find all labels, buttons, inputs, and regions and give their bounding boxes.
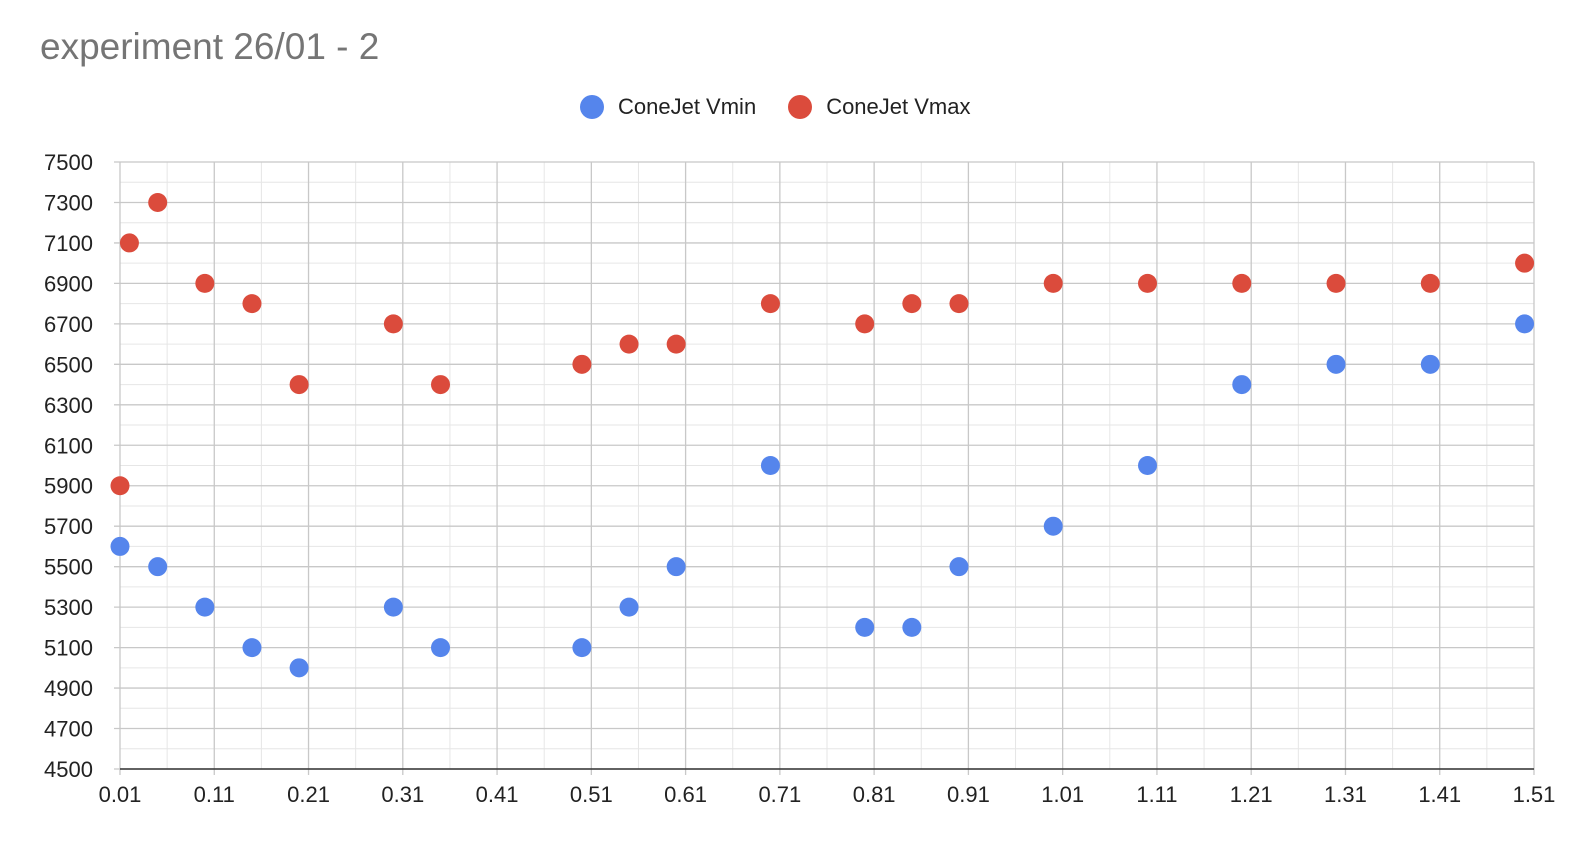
data-point-vmax (431, 375, 451, 395)
y-tick-label: 5700 (44, 514, 93, 539)
data-point-vmax (666, 334, 686, 354)
y-tick-label: 5300 (44, 595, 93, 620)
data-point-vmin (1138, 456, 1158, 475)
legend-swatch-vmax (788, 95, 813, 119)
x-tick-label: 0.51 (570, 782, 613, 807)
series-vmin (110, 314, 1535, 678)
y-tick-label: 4700 (44, 717, 93, 742)
data-point-vmax (1232, 273, 1252, 293)
data-point-vmax (855, 314, 875, 334)
data-point-vmax (760, 294, 780, 314)
data-point-vmin (1043, 516, 1063, 536)
data-point-vmin (619, 597, 639, 617)
y-tick-label: 5900 (44, 474, 93, 499)
data-point-vmax (195, 273, 215, 293)
y-tick-label: 4500 (44, 757, 93, 782)
y-tick-label: 6300 (44, 393, 93, 418)
data-point-vmax (242, 294, 262, 314)
data-point-vmax (383, 314, 403, 334)
legend-item-vmax[interactable]: ConeJet Vmax (788, 94, 970, 120)
x-tick-label: 1.01 (1041, 782, 1084, 807)
x-tick-label: 1.21 (1230, 782, 1273, 807)
x-tick-label: 0.81 (853, 782, 896, 807)
legend-swatch-vmin (580, 95, 604, 119)
y-tick-label: 4900 (44, 676, 93, 701)
legend-label-vmin: ConeJet Vmin (618, 94, 757, 119)
x-tick-label: 1.41 (1418, 782, 1461, 807)
x-tick-label: 0.91 (947, 782, 990, 807)
chart-title: experiment 26/01 - 2 (40, 26, 380, 67)
data-point-vmax (148, 192, 168, 212)
data-point-vmin (949, 557, 969, 577)
data-point-vmin (242, 638, 262, 658)
data-point-vmin (195, 597, 215, 617)
data-point-vmin (431, 638, 451, 658)
data-point-vmin (855, 617, 875, 637)
data-point-vmin (760, 456, 780, 475)
x-tick-label: 1.31 (1324, 782, 1367, 807)
data-point-vmax (1326, 273, 1346, 293)
x-tick-label: 0.61 (664, 782, 707, 807)
y-tick-label: 6500 (44, 352, 93, 377)
x-tick-label: 0.11 (194, 782, 235, 807)
data-point-vmin (1515, 314, 1535, 334)
data-point-vmax (572, 354, 592, 374)
y-tick-label: 6100 (44, 433, 93, 458)
data-point-vmax (1420, 273, 1440, 293)
legend-label-vmax: ConeJet Vmax (826, 94, 971, 119)
data-point-vmax (1515, 253, 1535, 273)
data-point-vmin (902, 617, 922, 637)
data-point-vmax (619, 334, 639, 354)
series-vmax (110, 192, 1535, 496)
data-point-vmin (1420, 354, 1440, 374)
x-tick-label: 0.31 (381, 782, 424, 807)
y-tick-label: 6900 (44, 271, 93, 296)
x-tick-label: 0.71 (758, 782, 801, 807)
data-point-vmax (902, 294, 922, 314)
x-tick-label: 0.41 (476, 782, 519, 807)
data-point-vmax (1043, 273, 1063, 293)
x-tick-label: 1.51 (1513, 782, 1556, 807)
data-point-vmin (666, 557, 686, 577)
x-tick-label: 1.11 (1136, 782, 1177, 807)
data-point-vmin (1326, 354, 1346, 374)
data-point-vmin (572, 638, 592, 658)
data-point-vmin (289, 658, 309, 678)
legend: ConeJet Vmin ConeJet Vmax (580, 94, 1002, 120)
y-tick-label: 7300 (44, 190, 93, 215)
data-point-vmax (289, 375, 309, 395)
y-tick-label: 7500 (44, 150, 93, 175)
y-tick-label: 6700 (44, 312, 93, 337)
legend-item-vmin[interactable]: ConeJet Vmin (580, 94, 756, 120)
data-point-vmax (1138, 273, 1158, 293)
grid-lines (114, 161, 1535, 775)
data-point-vmax (949, 294, 969, 314)
y-tick-label: 5500 (44, 555, 93, 580)
data-point-vmin (110, 536, 130, 556)
y-tick-label: 7100 (44, 231, 93, 256)
y-tick-label: 5100 (44, 636, 93, 661)
data-point-vmin (383, 597, 403, 617)
data-point-vmax (119, 233, 139, 253)
data-point-vmax (110, 476, 130, 496)
data-point-vmin (1232, 375, 1252, 395)
x-tick-label: 0.21 (287, 782, 330, 807)
x-tick-label: 0.01 (99, 782, 142, 807)
data-point-vmin (148, 557, 168, 577)
